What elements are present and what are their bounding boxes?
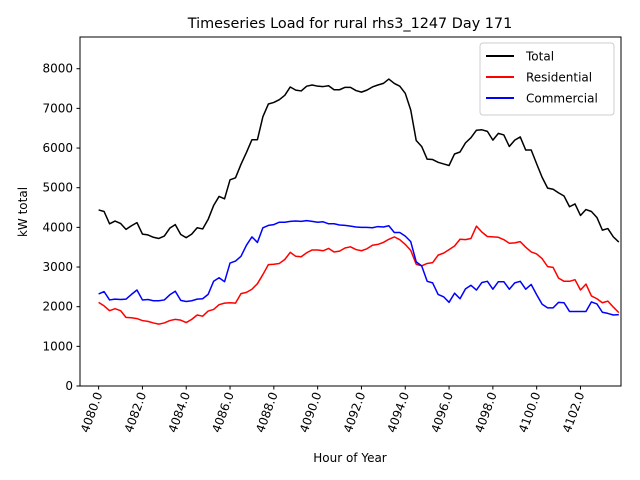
x-tick-label: 4084.0 (166, 390, 194, 434)
chart-title: Timeseries Load for rural rhs3_1247 Day … (187, 16, 513, 32)
x-tick-label: 4082.0 (122, 390, 150, 434)
x-tick-label: 4090.0 (297, 390, 325, 434)
x-tick-label: 4080.0 (78, 390, 106, 434)
series-line-commercial (98, 219, 619, 316)
y-tick-label: 5000 (42, 181, 73, 195)
x-tick-label: 4094.0 (385, 390, 413, 434)
y-tick-label: 6000 (42, 141, 73, 155)
y-tick-label: 3000 (42, 260, 73, 274)
y-tick-label: 1000 (42, 339, 73, 353)
legend-label-total: Total (525, 50, 554, 64)
y-tick-label: 7000 (42, 101, 73, 115)
x-tick-label: 4096.0 (428, 390, 456, 434)
x-tick-label: 4100.0 (516, 390, 544, 434)
y-tick-label: 4000 (42, 220, 73, 234)
x-tick-label: 4092.0 (341, 390, 369, 434)
plot-area (98, 78, 620, 325)
legend-label-commercial: Commercial (526, 92, 598, 106)
x-tick-label: 4088.0 (253, 390, 281, 434)
series-line-total (98, 78, 620, 243)
x-tick-label: 4086.0 (209, 390, 237, 434)
x-tick-label: 4102.0 (560, 390, 588, 434)
y-tick-label: 0 (65, 379, 73, 393)
x-axis-label: Hour of Year (313, 451, 387, 465)
legend-label-residential: Residential (526, 71, 592, 85)
legend: Total Residential Commercial (479, 42, 615, 116)
series-line-residential (98, 225, 620, 325)
y-axis-label: kW total (16, 187, 30, 237)
y-tick-label: 2000 (42, 300, 73, 314)
y-tick-label: 8000 (42, 62, 73, 76)
axes-frame (79, 36, 622, 387)
x-tick-label: 4098.0 (472, 390, 500, 434)
